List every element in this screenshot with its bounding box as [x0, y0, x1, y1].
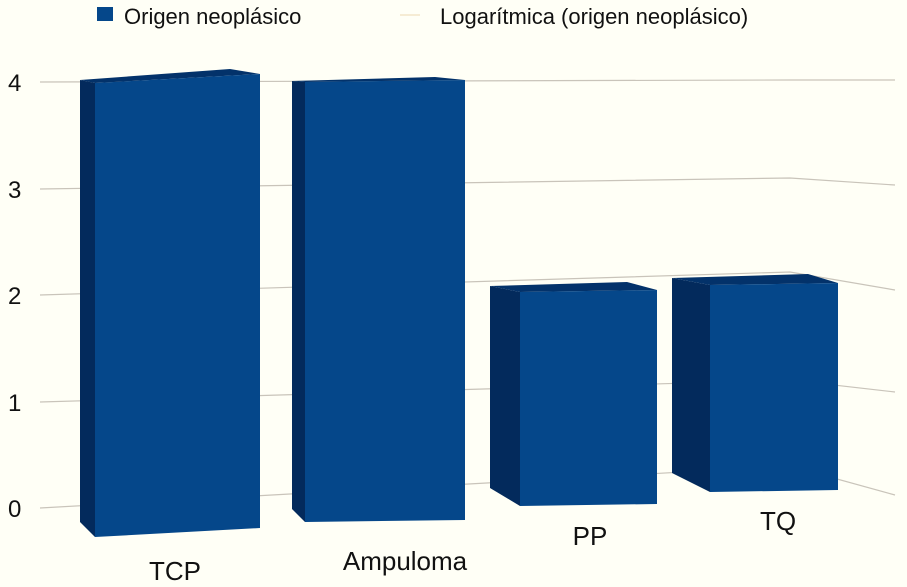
bar-front [305, 80, 465, 522]
bar-side [672, 278, 710, 492]
gridline [39, 271, 896, 296]
bar-side [292, 81, 305, 522]
x-tick-label: TCP [149, 556, 201, 586]
y-tick-label: 3 [8, 177, 21, 204]
x-tick-label: PP [573, 521, 608, 551]
bar-top [490, 282, 657, 292]
x-tick-label: TQ [760, 506, 796, 536]
bar-pp [490, 282, 657, 506]
y-tick-label: 0 [8, 496, 21, 523]
gridline [39, 79, 895, 83]
bar-front [95, 74, 260, 537]
bar-top [80, 69, 260, 83]
y-tick-label: 4 [8, 70, 21, 97]
bar-top [292, 77, 465, 82]
legend-swatch-origen [97, 7, 113, 21]
x-axis-labels: TCP Ampuloma PP TQ [149, 506, 796, 586]
bars [80, 69, 838, 537]
bar-top [672, 274, 838, 285]
x-tick-label: Ampuloma [343, 546, 468, 576]
bar-ampuloma [292, 77, 465, 522]
gridline [39, 177, 896, 190]
legend-label-origen: Origen neoplásico [124, 4, 301, 29]
y-tick-label: 2 [8, 283, 21, 310]
bar-side [80, 80, 95, 537]
bar-tq [672, 274, 838, 492]
legend-label-logaritmica: Logarítmica (origen neoplásico) [440, 4, 748, 29]
bar-front [520, 290, 657, 506]
bar-tcp [80, 69, 260, 537]
bar-side [490, 286, 520, 506]
y-tick-label: 1 [8, 390, 21, 417]
bar-front [710, 283, 838, 492]
y-axis-ticks: 0 1 2 3 4 [8, 70, 21, 523]
legend: Origen neoplásico Logarítmica (origen ne… [97, 4, 748, 29]
